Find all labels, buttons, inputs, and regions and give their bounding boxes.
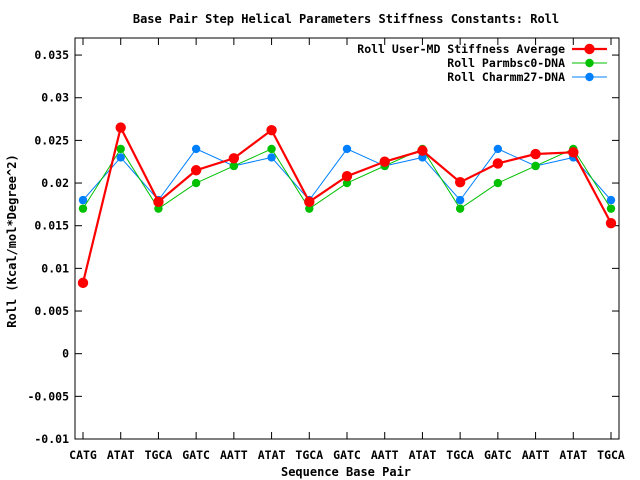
legend-marker: [584, 43, 595, 55]
y-tick-label: 0: [62, 347, 69, 361]
legend-label: Roll Parmbsc0-DNA: [447, 56, 565, 70]
data-point: [341, 171, 353, 182]
data-point: [454, 176, 466, 188]
data-point: [78, 195, 88, 205]
data-point: [153, 196, 164, 208]
data-point: [267, 153, 276, 162]
x-tick-label: ATAT: [107, 448, 135, 462]
x-tick-label: AATT: [220, 448, 248, 462]
x-tick-label: AATT: [522, 448, 550, 462]
legend-marker: [585, 58, 594, 68]
plot-frame: [74, 37, 620, 440]
y-tick-label: 0.03: [41, 91, 69, 105]
data-point: [493, 178, 503, 188]
series-layer: [77, 122, 617, 289]
data-point: [266, 124, 277, 136]
data-point: [342, 144, 352, 154]
y-tick-label: -0.01: [34, 432, 69, 446]
data-point: [417, 145, 428, 156]
series-1: [77, 122, 617, 289]
x-tick-label: GATC: [182, 448, 210, 462]
legend-label: Roll Charmm27-DNA: [447, 70, 565, 84]
data-point: [116, 153, 125, 162]
data-point: [190, 165, 202, 176]
y-tick-label: 0.005: [34, 304, 69, 318]
data-point: [229, 161, 239, 171]
data-point: [455, 204, 465, 213]
x-tick-label: GATC: [333, 448, 361, 462]
x-tick-label: TGCA: [597, 448, 625, 462]
x-tick-label: ATAT: [409, 448, 437, 462]
data-point: [492, 158, 504, 169]
x-axis-label: Sequence Base Pair: [281, 465, 411, 479]
data-point: [304, 196, 315, 208]
data-point: [191, 178, 201, 188]
y-axis-label: Roll (Kcal/mol*Degree^2): [5, 154, 19, 327]
x-tick-label: AATT: [371, 448, 399, 462]
data-point: [228, 153, 240, 164]
data-point: [267, 144, 276, 154]
y-axis: -0.01 -0.005 0 0.005 0.01 0.015 0.02 0.025 0.03 0…: [27, 48, 619, 446]
x-tick-label: CATG: [69, 448, 97, 462]
data-point: [455, 195, 465, 205]
x-tick-label: TGCA: [295, 448, 323, 462]
x-tick-label: TGCA: [446, 448, 474, 462]
y-tick-label: 0.025: [34, 133, 69, 147]
data-point: [78, 204, 88, 213]
x-axis: CATG ATAT TGCA GATC AATT ATAT TGCA GATC AATT ATAT…: [69, 38, 625, 462]
data-point: [493, 144, 503, 154]
chart-title: Base Pair Step Helical Parameters Stiffn…: [133, 12, 559, 26]
data-point: [191, 144, 201, 154]
x-tick-label: TGCA: [145, 448, 173, 462]
x-tick-label: ATAT: [258, 448, 286, 462]
y-tick-label: 0.015: [34, 219, 69, 233]
y-tick-label: -0.005: [27, 389, 69, 403]
x-tick-label: GATC: [484, 448, 512, 462]
y-tick-label: 0.035: [34, 48, 69, 62]
data-point: [530, 148, 541, 160]
data-point: [605, 217, 617, 229]
data-point: [606, 204, 616, 213]
legend-label: Roll User-MD Stiffness Average: [357, 42, 565, 56]
data-point: [115, 122, 126, 133]
data-point: [116, 144, 125, 154]
data-point: [606, 195, 616, 205]
data-point: [379, 156, 390, 167]
x-tick-label: ATAT: [559, 448, 587, 462]
y-tick-label: 0.01: [41, 261, 69, 275]
data-point: [568, 147, 579, 158]
legend-marker: [585, 72, 594, 82]
data-point: [77, 277, 89, 289]
y-tick-label: 0.02: [41, 176, 69, 190]
data-point: [531, 161, 540, 171]
